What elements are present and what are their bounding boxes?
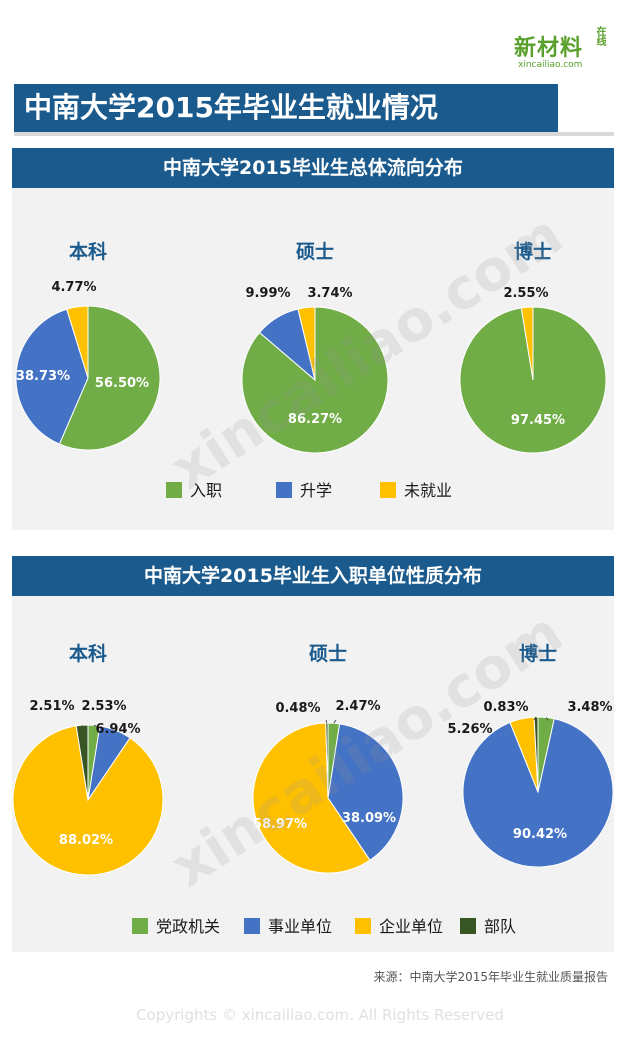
pie-data-label: 90.42% — [513, 827, 567, 842]
pie-slice — [533, 716, 539, 793]
pie-data-label: 86.27% — [288, 412, 342, 427]
logo-url: xincailiao.com — [518, 60, 583, 70]
leader-line — [325, 719, 328, 724]
pie-title: 硕士 — [309, 643, 347, 665]
legend-label: 升学 — [300, 481, 332, 500]
title-underline — [14, 132, 614, 136]
pie-slice — [297, 306, 316, 381]
pie-data-label: 88.02% — [59, 833, 113, 848]
pie-data-label: 3.48% — [567, 700, 612, 715]
pie-data-label: 2.47% — [335, 699, 380, 714]
pie-data-label: 56.50% — [95, 376, 149, 391]
pie-slice — [327, 723, 404, 861]
pie-slice — [15, 308, 89, 445]
employer-pie-charts: 本科 2.53% 6.94% 88.02% 2.51% 硕士 2.47% 38.09% 58.9… — [12, 642, 614, 936]
pie-data-label: 38.09% — [342, 811, 396, 826]
pie-title: 博士 — [514, 240, 552, 263]
pie-data-label: 5.26% — [447, 722, 492, 737]
pie-slice — [520, 306, 534, 381]
legend-swatch — [132, 918, 148, 934]
source-note: 来源：中南大学2015年毕业生就业质量报告 — [373, 970, 608, 984]
pie-title: 硕士 — [296, 241, 334, 263]
pie-data-label: 0.48% — [275, 701, 320, 716]
legend-swatch — [276, 482, 292, 498]
legend-swatch — [355, 918, 371, 934]
pie-slice — [58, 305, 161, 451]
page-title: 中南大学2015年毕业生就业情况 — [14, 84, 558, 132]
legend-swatch — [244, 918, 260, 934]
pie-title: 本科 — [69, 240, 107, 263]
logo-side-text: 在线 — [594, 26, 605, 46]
pie-slice — [12, 725, 164, 876]
legend-label: 企业单位 — [379, 917, 443, 936]
leader-line — [333, 719, 337, 724]
legend-swatch — [166, 482, 182, 498]
pie-slice — [66, 305, 89, 379]
legend-label: 入职 — [190, 481, 222, 500]
pie-data-label: 3.74% — [307, 286, 352, 301]
pie-data-label: 9.99% — [245, 286, 290, 301]
pie-slice — [252, 722, 371, 874]
legend-swatch — [380, 482, 396, 498]
logo-text: 新材料 — [514, 36, 584, 61]
pie-data-label: 58.97% — [253, 817, 307, 832]
leader-line — [93, 724, 97, 727]
legend-label: 未就业 — [404, 481, 452, 500]
pie-data-label: 2.55% — [503, 286, 548, 301]
pie-data-label: 0.83% — [483, 700, 528, 715]
pie-data-label: 2.53% — [81, 699, 126, 714]
pie-slice — [75, 724, 89, 801]
site-logo[interactable]: 新材料 在线 xincailiao.com — [514, 22, 614, 72]
pie-data-label: 97.45% — [511, 413, 565, 428]
legend-swatch — [460, 918, 476, 934]
section-title-flow: 中南大学2015毕业生总体流向分布 — [12, 148, 614, 188]
pie-title: 博士 — [519, 642, 557, 665]
flow-pie-charts: 本科 56.50% 38.73% 4.77% 硕士 86.27% 9.99% 3.74% 博士 9… — [15, 240, 607, 500]
leader-line — [545, 717, 549, 721]
leader-line — [533, 716, 537, 721]
pie-data-label: 2.51% — [29, 699, 74, 714]
pie-data-label: 6.94% — [95, 722, 140, 737]
legend-label: 部队 — [484, 917, 516, 936]
legend-label: 党政机关 — [156, 917, 220, 936]
pie-data-label: 4.77% — [51, 280, 96, 295]
legend-label: 事业单位 — [268, 917, 332, 936]
pie-slice — [462, 718, 614, 868]
pie-title: 本科 — [69, 642, 107, 665]
copyright-notice: Copyrights © xincailiao.com. All Rights … — [136, 1006, 504, 1024]
pie-data-label: 38.73% — [16, 369, 70, 384]
section-title-employer: 中南大学2015毕业生入职单位性质分布 — [12, 556, 614, 596]
